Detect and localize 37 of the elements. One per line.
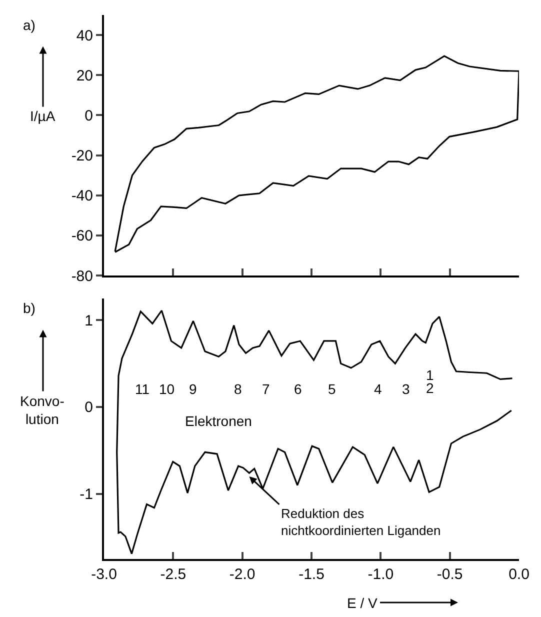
annotation: 1 — [426, 367, 434, 383]
x-axis-title: E / V — [347, 595, 378, 611]
annotation: 10 — [159, 381, 175, 397]
x-tick-label: 0.0 — [508, 566, 530, 583]
y-tick-label: 20 — [76, 67, 93, 84]
annotation: Elektronen — [185, 413, 252, 429]
x-tick-label: -1.0 — [368, 566, 394, 583]
annotation: 4 — [374, 381, 382, 397]
annotation: 3 — [402, 381, 410, 397]
annotation: 11 — [135, 381, 150, 397]
x-tick-label: -2.0 — [229, 566, 256, 583]
annotation: 9 — [189, 381, 197, 397]
y-tick-label: 1 — [84, 312, 93, 330]
text: a) — [23, 17, 36, 33]
y-tick-label: 0 — [84, 399, 93, 416]
y-axis-title: Konvo- lution — [20, 393, 65, 428]
y-tick-label: -1 — [80, 486, 93, 504]
annotation: 2 — [426, 380, 434, 396]
x-tick-label: -2.5 — [160, 566, 186, 583]
y-tick-label: -80 — [71, 268, 93, 285]
line-series — [114, 55, 519, 253]
x-tick-label: -1.5 — [298, 566, 324, 583]
annotation: 6 — [294, 381, 302, 397]
y-tick-label: -20 — [71, 148, 93, 165]
y-axis-title: I/µA — [30, 108, 56, 124]
line-series — [116, 310, 514, 555]
annotation: Reduktion des nichtkoordinierten Liganden — [281, 506, 441, 538]
x-tick-label: -3.0 — [91, 566, 117, 583]
y-tick-label: 40 — [76, 27, 93, 44]
y-tick-label: 0 — [84, 107, 93, 124]
annotation: 7 — [262, 381, 270, 397]
text: b) — [23, 300, 36, 316]
x-tick-label: -0.5 — [436, 566, 463, 583]
y-tick-label: -60 — [71, 228, 93, 245]
annotation: 5 — [328, 381, 336, 397]
annotation: 8 — [234, 381, 242, 397]
y-tick-label: -40 — [71, 188, 93, 205]
